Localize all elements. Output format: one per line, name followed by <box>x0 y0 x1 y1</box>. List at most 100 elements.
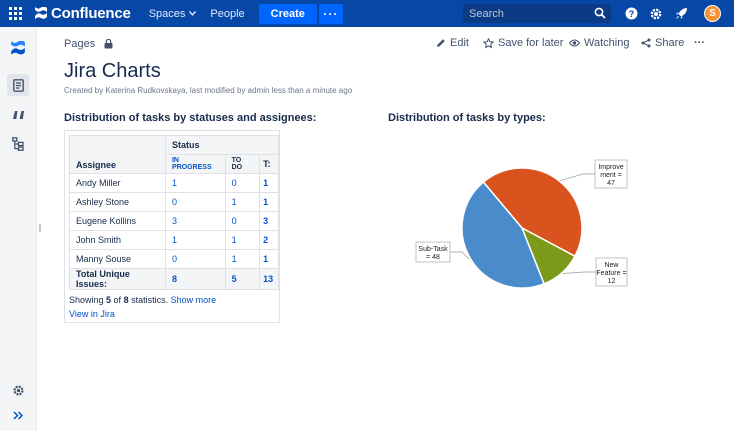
watching-button[interactable]: Watching <box>569 37 629 49</box>
in-progress-count[interactable]: 0 <box>164 249 226 269</box>
in-progress-count[interactable]: 0 <box>164 192 226 212</box>
assignee-name: Eugene Kollins <box>69 211 166 231</box>
save-for-later-button[interactable]: Save for later <box>483 37 563 49</box>
table-row: Eugene Kollins 3 0 3 <box>69 211 279 231</box>
chart-section-title: Distribution of tasks by types: <box>388 112 546 124</box>
header-in-progress[interactable]: IN PROGRESS <box>164 154 226 174</box>
page-title: Jira Charts <box>64 60 161 82</box>
sidebar <box>0 27 37 431</box>
notifications-rocket-icon[interactable] <box>674 6 689 21</box>
showing-count: 5 <box>106 295 112 305</box>
table-row: Manny Souse 0 1 1 <box>69 249 279 269</box>
logo-text: Confluence <box>51 5 131 22</box>
assignee-name: John Smith <box>69 230 166 250</box>
people-link[interactable]: People <box>210 7 245 20</box>
pie-slice <box>482 167 583 258</box>
confluence-logo-icon <box>35 7 47 19</box>
top-navigation: Confluence Spaces People Create ··· ? S <box>0 0 734 27</box>
search-input[interactable] <box>469 7 589 20</box>
table-section-title: Distribution of tasks by statuses and as… <box>64 112 317 124</box>
to-do-count[interactable]: 0 <box>224 211 261 231</box>
to-do-count[interactable]: 0 <box>224 173 261 193</box>
eye-icon <box>569 39 580 47</box>
restrictions-lock-icon[interactable] <box>104 39 113 49</box>
assignee-name: Manny Souse <box>69 249 166 269</box>
jira-two-dimensional-chart: Assignee Status IN PROGRESS TO DO T: And… <box>64 130 280 323</box>
avatar-letter: S <box>709 8 716 19</box>
app-switcher-icon[interactable] <box>0 0 30 27</box>
search-icon[interactable] <box>594 7 606 19</box>
watching-label: Watching <box>584 37 630 49</box>
breadcrumb-pages[interactable]: Pages <box>64 38 96 50</box>
expand-sidebar-icon[interactable] <box>7 404 29 426</box>
more-actions-button[interactable]: ··· <box>694 37 705 49</box>
search-box[interactable] <box>463 4 611 23</box>
total-to-do[interactable]: 5 <box>224 268 261 290</box>
show-more-link[interactable]: Show more <box>170 295 217 305</box>
total-count[interactable]: 1 <box>259 249 279 269</box>
total-count[interactable]: 3 <box>259 211 279 231</box>
stats-table: Assignee Status IN PROGRESS TO DO T: And… <box>69 135 280 290</box>
total-label: Total Unique Issues: <box>69 268 166 290</box>
header-status: Status <box>164 135 280 155</box>
total-count[interactable]: 2 <box>259 230 279 250</box>
in-progress-count[interactable]: 3 <box>164 211 226 231</box>
confluence-logo[interactable]: Confluence <box>34 5 131 22</box>
confluence-logo-icon[interactable] <box>7 37 29 59</box>
pie-leader-line <box>562 271 596 274</box>
share-button[interactable]: Share <box>641 37 684 49</box>
page-byline: Created by Katerina Rudkovskaya, last mo… <box>64 86 353 95</box>
pie-slice-label: Sub-Task = 48 <box>418 246 448 261</box>
edit-label: Edit <box>450 37 469 49</box>
table-row: Andy Miller 1 0 1 <box>69 173 279 193</box>
to-do-count[interactable]: 1 <box>224 192 261 212</box>
header-to-do[interactable]: TO DO <box>224 154 261 174</box>
pie-leader-line <box>450 251 470 260</box>
table-row: John Smith 1 1 2 <box>69 230 279 250</box>
total-count[interactable]: 1 <box>259 173 279 193</box>
view-in-jira-link[interactable]: View in Jira <box>69 309 115 319</box>
pie-chart: Improve ment = 47 New Feature = 12 Sub-Task = 4… <box>400 150 640 300</box>
pie-slice-label: Improve ment = 47 <box>598 164 623 187</box>
in-progress-count[interactable]: 1 <box>164 230 226 250</box>
spaces-label: Spaces <box>148 7 186 20</box>
spaces-menu[interactable]: Spaces <box>149 8 197 20</box>
share-label: Share <box>655 37 685 49</box>
pie-slice-label: New Feature = 12 <box>596 262 626 285</box>
chevron-down-icon <box>189 11 197 16</box>
save-for-later-label: Save for later <box>498 37 564 49</box>
pie-slice <box>461 181 546 289</box>
to-do-count[interactable]: 1 <box>224 230 261 250</box>
avatar[interactable]: S <box>704 5 721 22</box>
pie-label-box <box>595 257 628 287</box>
share-icon <box>641 38 651 48</box>
settings-icon[interactable] <box>648 6 663 21</box>
total-all[interactable]: 13 <box>259 268 279 290</box>
showing-of: of <box>111 295 124 305</box>
total-in-progress[interactable]: 8 <box>164 268 226 290</box>
help-icon[interactable]: ? <box>624 6 639 21</box>
create-more-button[interactable]: ··· <box>318 3 343 24</box>
pages-icon[interactable] <box>7 74 29 96</box>
header-total: T: <box>259 154 279 174</box>
header-assignee: Assignee <box>69 135 166 174</box>
showing-statistics: Showing 5 of 8 statistics. Show more <box>69 295 216 305</box>
to-do-count[interactable]: 1 <box>224 249 261 269</box>
in-progress-count[interactable]: 1 <box>164 173 226 193</box>
total-count[interactable]: 1 <box>259 192 279 212</box>
quote-icon[interactable] <box>7 104 29 126</box>
showing-suffix: statistics. <box>128 295 171 305</box>
pie-label-box <box>594 159 628 189</box>
create-button[interactable]: Create <box>258 3 317 24</box>
tree-icon[interactable] <box>7 133 29 155</box>
pencil-icon <box>437 39 445 47</box>
breadcrumb: Pages <box>64 38 113 50</box>
sidebar-resize-handle[interactable] <box>39 224 41 232</box>
space-settings-icon[interactable] <box>7 379 29 401</box>
showing-prefix: Showing <box>69 295 107 305</box>
showing-total: 8 <box>123 295 129 305</box>
edit-button[interactable]: Edit <box>436 37 469 49</box>
assignee-name: Ashley Stone <box>69 192 166 212</box>
assignee-name: Andy Miller <box>69 173 166 193</box>
svg-text:?: ? <box>629 9 635 19</box>
